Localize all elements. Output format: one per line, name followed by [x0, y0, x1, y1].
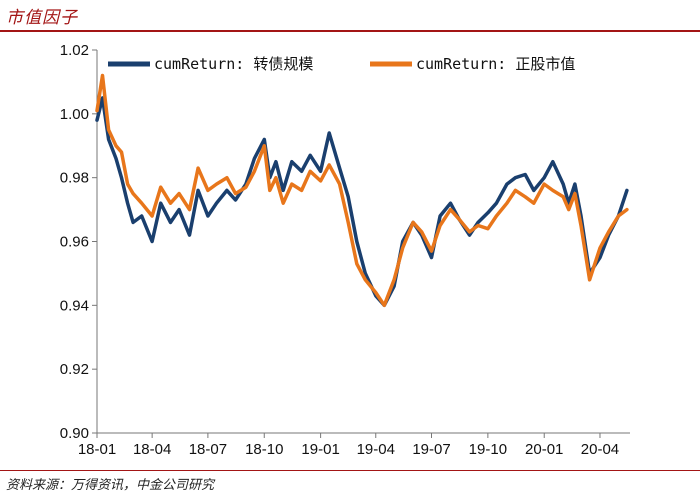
title-divider: [0, 30, 700, 32]
page-title: 市值因子: [6, 8, 78, 28]
legend-label: cumReturn: 正股市值: [416, 55, 575, 73]
y-axis: 0.90 0.92 0.94 0.96 0.98 1.00 1.02: [60, 42, 98, 442]
x-tick-label: 18-07: [189, 441, 227, 458]
footer-divider: [0, 470, 700, 471]
x-tick-label: 19-04: [357, 441, 395, 458]
y-tick-label: 0.98: [60, 170, 89, 187]
y-tick-label: 1.00: [60, 106, 89, 123]
y-tick-label: 0.96: [60, 234, 89, 251]
x-tick-label: 19-01: [301, 441, 339, 458]
y-tick-label: 1.02: [60, 42, 89, 59]
x-tick-label: 20-04: [581, 441, 619, 458]
y-tick-label: 0.90: [60, 425, 89, 442]
x-tick-label: 18-10: [245, 441, 283, 458]
line-chart: 0.900.920.940.960.981.001.02 18-01 18-04 1…: [60, 42, 630, 458]
series-line-2: [95, 73, 629, 308]
x-tick-label: 18-04: [133, 441, 171, 458]
y-tick-label: 0.92: [60, 361, 89, 378]
series-line-1: [95, 96, 629, 308]
y-tick-label: 0.94: [60, 297, 89, 314]
x-axis: 18-01 18-04 18-07 18-10 19-01 19-04 19-07 19-10…: [78, 432, 630, 458]
x-tick-label: 19-10: [469, 441, 507, 458]
legend-label: cumReturn: 转债规模: [154, 55, 313, 73]
x-tick-label: 19-07: [412, 441, 450, 458]
source-note: 资料来源：万得资讯，中金公司研究: [6, 478, 215, 493]
legend: cumReturn: 转债规模 cumReturn: 正股市值: [108, 55, 575, 73]
series-group: [95, 73, 629, 308]
x-tick-label: 18-01: [78, 441, 116, 458]
x-tick-label: 20-01: [525, 441, 563, 458]
